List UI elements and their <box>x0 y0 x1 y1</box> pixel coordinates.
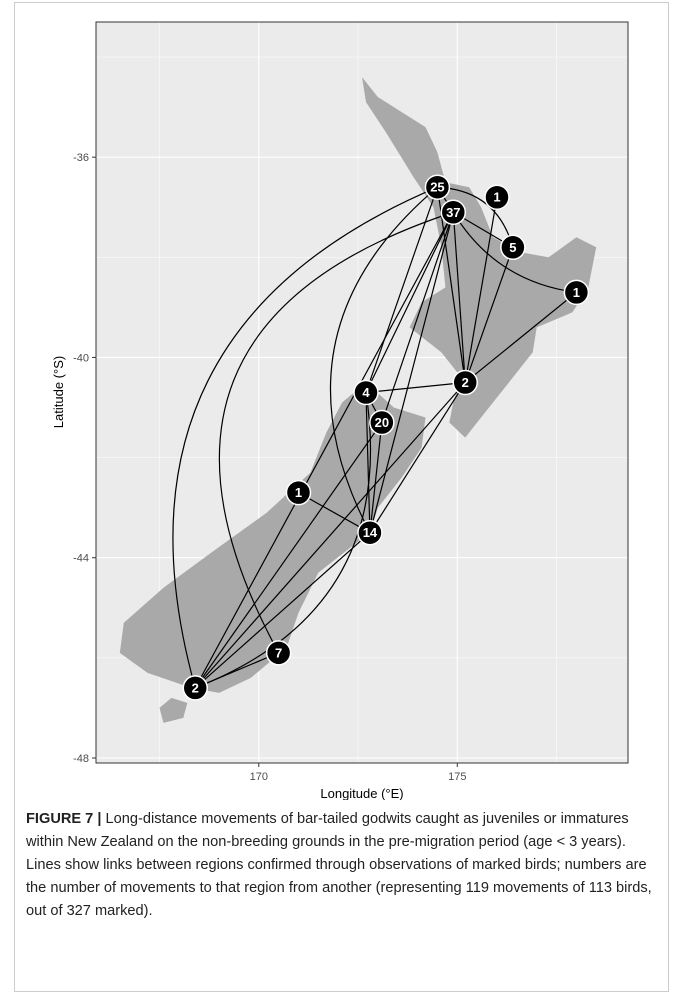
region-node: 1 <box>484 184 510 210</box>
plot-border <box>95 21 629 764</box>
land-layer <box>119 77 597 723</box>
movement-link <box>194 211 454 689</box>
figure-frame <box>14 2 669 992</box>
region-node: 1 <box>285 479 312 506</box>
figure-label: FIGURE 7 | <box>26 811 102 827</box>
movement-link <box>298 492 371 534</box>
node-count-label: 14 <box>363 525 378 540</box>
x-axis-title: Longitude (°E) <box>320 786 403 800</box>
y-tick-label: -48 <box>73 753 89 765</box>
node-count-label: 4 <box>362 385 370 400</box>
caption-text: Long-distance movements of bar-tailed go… <box>26 811 652 919</box>
node-marker <box>369 409 395 436</box>
movement-link <box>329 186 438 533</box>
node-count-label: 1 <box>493 190 500 205</box>
movement-link <box>194 422 383 689</box>
region-node: 4 <box>353 379 379 406</box>
region-node: 37 <box>440 199 467 226</box>
stewart-island-landmass <box>159 697 188 723</box>
region-node: 1 <box>563 279 590 306</box>
node-marker <box>353 379 379 406</box>
movement-link <box>464 197 498 383</box>
node-marker <box>285 479 312 506</box>
north-island-landmass <box>362 77 597 438</box>
node-count-label: 25 <box>430 180 444 195</box>
movement-link <box>194 532 371 689</box>
region-node: 7 <box>265 640 292 666</box>
movement-link <box>436 187 466 383</box>
node-marker <box>452 369 478 396</box>
node-count-label: 1 <box>295 485 302 500</box>
node-count-label: 2 <box>192 680 199 695</box>
node-count-label: 1 <box>573 285 580 300</box>
movement-link <box>369 382 466 534</box>
node-marker <box>500 234 526 261</box>
movement-link <box>369 422 383 533</box>
axis-ticks: 170 175 -36 -40 -44 -48 <box>73 152 466 783</box>
map-chart: 25 1 37 5 1 2 4 20 1 14 7 2 170 175 -36 -40 -44 -48 Long… <box>51 21 629 800</box>
movement-link <box>464 247 514 383</box>
south-island-landmass <box>119 382 426 693</box>
node-marker <box>357 519 383 546</box>
region-nodes: 25 1 37 5 1 2 4 20 1 14 7 2 <box>182 174 590 701</box>
movement-link <box>464 291 577 383</box>
movement-link <box>365 211 454 393</box>
movement-link <box>381 212 454 423</box>
movement-link <box>365 381 466 394</box>
region-node: 14 <box>357 519 383 546</box>
node-marker <box>182 675 209 701</box>
movement-link <box>365 392 371 533</box>
node-marker <box>424 174 451 200</box>
x-tick-label: 175 <box>448 771 466 783</box>
region-node: 20 <box>369 409 395 436</box>
region-node: 5 <box>500 234 526 261</box>
x-tick-label: 170 <box>250 771 268 783</box>
region-node: 25 <box>424 174 451 200</box>
node-count-label: 5 <box>509 240 516 255</box>
figure-caption: FIGURE 7 | Long-distance movements of ba… <box>26 808 656 923</box>
movement-link <box>369 212 454 533</box>
y-tick-label: -44 <box>73 553 89 565</box>
node-marker <box>265 640 292 666</box>
y-axis-title: Latitude (°S) <box>51 356 66 428</box>
movement-link <box>452 212 466 383</box>
node-marker <box>484 184 510 210</box>
node-marker <box>563 279 590 306</box>
movement-link <box>195 392 372 689</box>
y-tick-label: -40 <box>73 352 89 364</box>
node-count-label: 2 <box>462 375 469 390</box>
movement-link <box>218 211 454 654</box>
region-node: 2 <box>182 675 209 701</box>
node-count-label: 7 <box>275 645 282 660</box>
region-node: 2 <box>452 369 478 396</box>
y-tick-label: -36 <box>73 152 89 164</box>
node-count-label: 20 <box>375 415 389 430</box>
node-marker <box>440 199 467 226</box>
movement-link <box>194 382 466 689</box>
node-count-label: 37 <box>446 205 460 220</box>
movement-links <box>172 186 577 689</box>
movement-link <box>172 186 438 689</box>
